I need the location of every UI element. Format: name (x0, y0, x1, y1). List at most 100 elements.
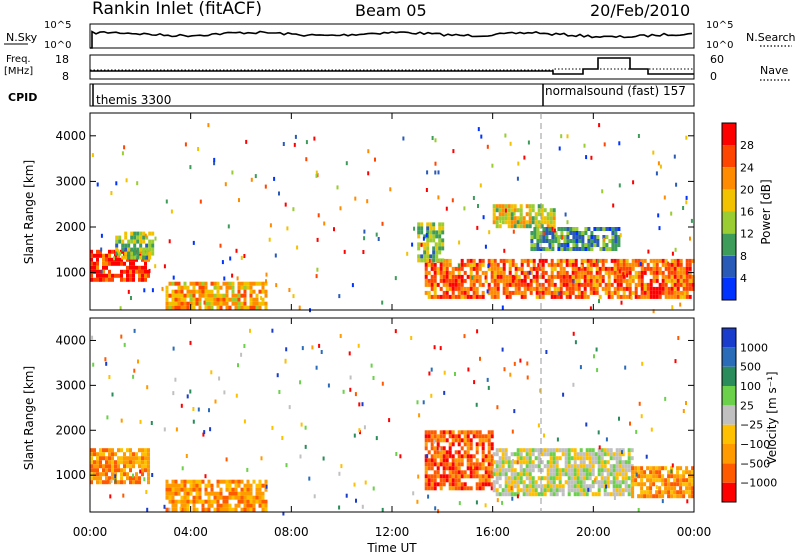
echo-cell (204, 487, 208, 492)
sparse-echo (349, 387, 352, 392)
echo-cell (195, 289, 199, 294)
echo-cell (541, 266, 545, 271)
echo-cell (252, 479, 256, 484)
echo-cell (492, 220, 496, 225)
echo-cell (501, 460, 505, 465)
echo-cell (493, 270, 497, 275)
echo-cell (616, 290, 620, 295)
beam-title: Beam 05 (355, 1, 427, 20)
sparse-echo (271, 328, 274, 333)
echo-cell (615, 464, 619, 469)
echo-cell (591, 492, 595, 497)
freq-line (90, 57, 694, 75)
echo-cell (673, 274, 677, 279)
echo-cell (528, 464, 532, 469)
echo-cell (102, 448, 105, 453)
echo-cell (499, 258, 503, 263)
echo-cell (676, 470, 680, 475)
echo-cell (117, 253, 120, 258)
echo-cell (252, 305, 256, 310)
echo-cell (550, 294, 554, 299)
echo-cell (582, 492, 586, 497)
echo-cell (108, 253, 111, 258)
echo-cell (243, 495, 247, 500)
sparse-echo (207, 123, 210, 128)
echo-cell (451, 430, 455, 435)
echo-cell (501, 220, 505, 225)
echo-cell (249, 281, 253, 286)
echo-cell (490, 474, 494, 479)
echo-cell (141, 269, 144, 274)
echo-cell (90, 480, 93, 485)
sparse-echo (260, 456, 263, 461)
echo-cell (624, 484, 628, 489)
sparse-echo (416, 400, 419, 405)
x-tick-label: 20:00 (576, 525, 611, 539)
sparse-echo (413, 226, 416, 231)
echo-cell (676, 466, 680, 471)
sparse-echo (265, 484, 268, 489)
echo-cell (643, 482, 647, 487)
echo-cell (168, 499, 172, 504)
echo-cell (520, 278, 524, 283)
echo-cell (640, 290, 644, 295)
echo-cell (619, 286, 623, 291)
echo-cell (551, 243, 555, 247)
freq-left-tick-bottom: 8 (62, 70, 69, 83)
echo-cell (129, 456, 132, 461)
y-tick-label: 2000 (55, 423, 86, 437)
echo-cell (192, 499, 196, 504)
echo-cell (580, 270, 584, 275)
echo-cell (99, 460, 102, 465)
echo-cell (96, 468, 99, 473)
echo-cell (475, 294, 479, 299)
sparse-echo (139, 469, 142, 474)
echo-cell (490, 294, 494, 299)
echo-cell (132, 464, 135, 469)
echo-cell (504, 468, 508, 473)
echo-cell (439, 270, 443, 275)
echo-cell (618, 492, 622, 497)
echo-cell (423, 234, 427, 239)
echo-cell (255, 483, 259, 488)
echo-cell (574, 262, 578, 267)
echo-cell (457, 294, 461, 299)
echo-cell (463, 430, 467, 435)
echo-cell (123, 269, 126, 274)
echo-cell (213, 301, 217, 306)
echo-cell (174, 499, 178, 504)
echo-cell (222, 301, 226, 306)
echo-cell (640, 474, 644, 479)
sparse-echo (209, 427, 212, 432)
echo-cell (679, 490, 683, 495)
echo-cell (498, 224, 502, 229)
echo-cell (141, 456, 144, 461)
sparse-echo (679, 302, 682, 307)
echo-cell (624, 488, 628, 493)
sparse-echo (418, 413, 421, 418)
echo-cell (442, 462, 446, 467)
echo-cell (423, 242, 427, 247)
echo-cell (174, 281, 178, 286)
echo-cell (216, 495, 220, 500)
echo-cell (574, 274, 578, 279)
echo-cell (426, 222, 430, 227)
echo-cell (210, 293, 214, 298)
echo-cell (445, 466, 449, 471)
echo-cell (225, 305, 229, 310)
echo-cell (234, 297, 238, 302)
echo-cell (585, 472, 589, 477)
echo-cell (513, 452, 517, 457)
echo-cell (553, 274, 557, 279)
echo-cell (93, 464, 96, 469)
echo-cell (481, 466, 485, 471)
sparse-echo (484, 244, 487, 249)
echo-cell (417, 246, 421, 251)
echo-cell (601, 286, 605, 291)
echo-cell (168, 281, 172, 286)
nave-label: Nave (760, 64, 788, 77)
echo-cell (138, 460, 141, 465)
echo-cell (498, 468, 502, 473)
echo-cell (451, 462, 455, 467)
echo-cell (637, 294, 641, 299)
